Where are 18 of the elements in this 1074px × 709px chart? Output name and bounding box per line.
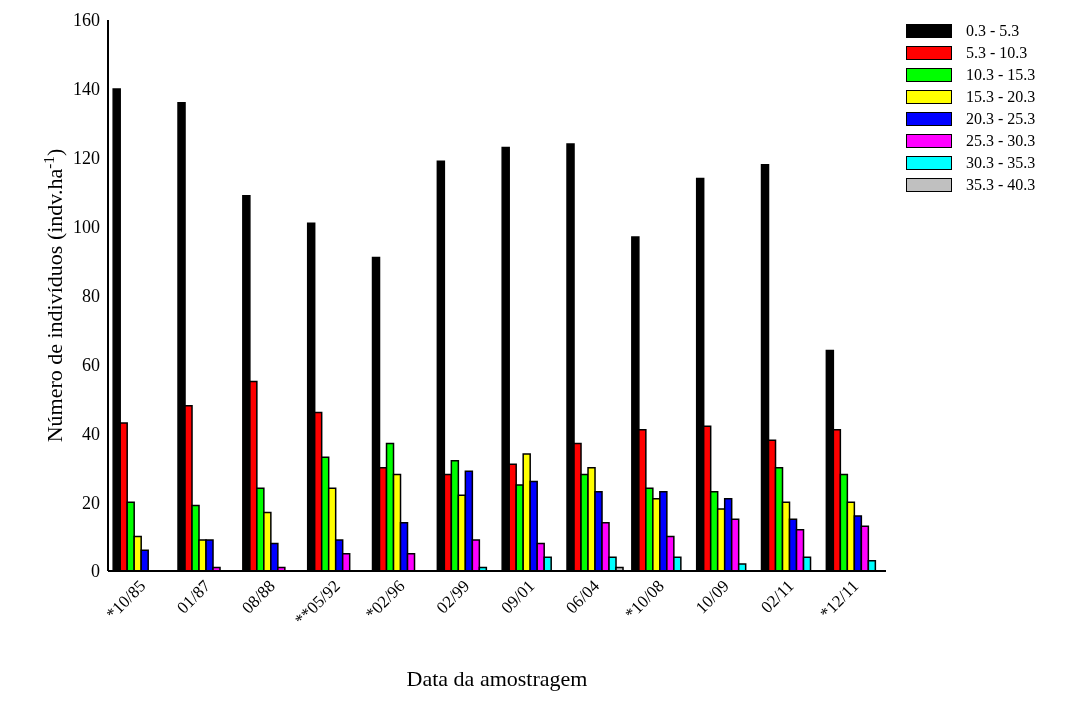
legend-label: 30.3 - 35.3 bbox=[966, 154, 1036, 172]
y-tick-label: 40 bbox=[82, 423, 100, 444]
legend-label: 5.3 - 10.3 bbox=[966, 44, 1028, 62]
y-tick-label: 80 bbox=[82, 285, 100, 306]
legend-label: 25.3 - 30.3 bbox=[966, 132, 1036, 150]
legend-label: 10.3 - 15.3 bbox=[966, 66, 1036, 84]
y-tick-label: 120 bbox=[73, 148, 100, 169]
y-tick-label: 20 bbox=[82, 492, 100, 513]
y-tick-label: 160 bbox=[73, 10, 100, 31]
y-tick-label: 140 bbox=[73, 79, 100, 100]
legend-label: 0.3 - 5.3 bbox=[966, 22, 1020, 40]
legend-label: 20.3 - 25.3 bbox=[966, 110, 1036, 128]
x-axis-title: Data da amostragem bbox=[406, 666, 588, 691]
legend-label: 15.3 - 20.3 bbox=[966, 88, 1036, 106]
y-tick-label: 100 bbox=[73, 217, 100, 238]
legend-label: 35.3 - 40.3 bbox=[966, 176, 1036, 194]
y-tick-label: 0 bbox=[91, 561, 100, 582]
y-tick-label: 60 bbox=[82, 354, 100, 375]
